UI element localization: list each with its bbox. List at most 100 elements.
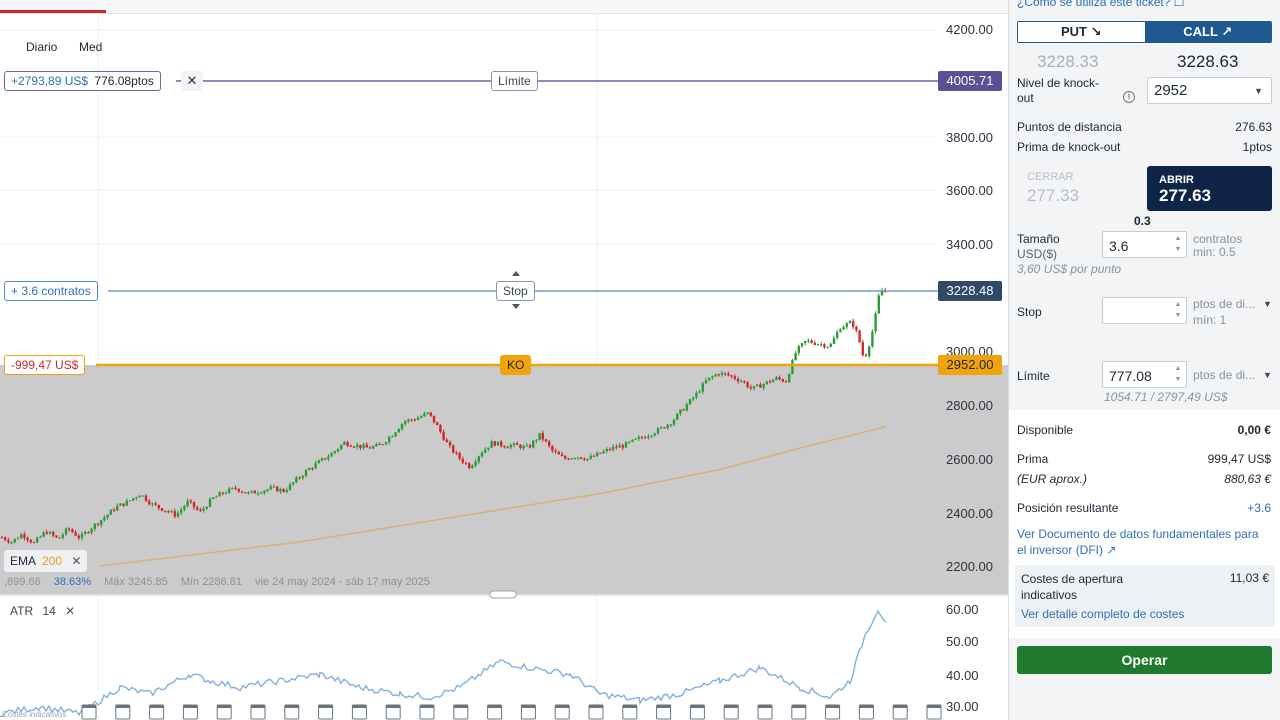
knockout-level-select[interactable]: 2952 ▼ <box>1147 77 1272 104</box>
increment-icon[interactable]: ▲ <box>1174 365 1182 372</box>
stop-line-label[interactable]: Stop <box>496 281 535 301</box>
calendar-event-icon[interactable] <box>250 704 266 720</box>
candle-body <box>93 523 96 529</box>
candle-body <box>381 444 384 446</box>
direction-toggle[interactable]: PUT ↘ CALL ↗ <box>1017 21 1272 43</box>
decrement-icon[interactable]: ▼ <box>1174 376 1182 383</box>
candle-body <box>29 540 32 543</box>
dfi-link[interactable]: Ver Documento de datos fundamentales par… <box>1017 527 1259 557</box>
calendar-event-icon[interactable] <box>926 704 942 720</box>
position-size-tag[interactable]: + 3.6 contratos <box>4 281 98 301</box>
chevron-down-icon[interactable]: ▼ <box>1263 299 1272 309</box>
calendar-event-icon[interactable] <box>81 704 97 720</box>
candle-body <box>410 419 413 421</box>
calendar-event-icon[interactable] <box>385 704 401 720</box>
put-button[interactable]: PUT ↘ <box>1018 22 1145 42</box>
calendar-event-icon[interactable] <box>115 704 131 720</box>
calendar-event-icon[interactable] <box>487 704 503 720</box>
candle-body <box>157 504 160 509</box>
calendar-event-icon[interactable] <box>182 704 198 720</box>
candle-body <box>877 295 880 314</box>
ticket-help-link[interactable]: ¿Cómo se utiliza este ticket? ☐ <box>1017 0 1185 9</box>
operate-button[interactable]: Operar <box>1017 646 1272 674</box>
eur-approx-label: (EUR aprox.) <box>1017 472 1088 486</box>
distance-value: 276.63 <box>1235 120 1272 134</box>
timeframe-med[interactable]: Med <box>79 40 103 54</box>
calendar-event-icon[interactable] <box>554 704 570 720</box>
stop-label: Stop <box>1017 305 1042 319</box>
candle-body <box>685 404 688 411</box>
limit-input[interactable]: 777.08 ▲ ▼ <box>1102 361 1187 388</box>
limit-units-select[interactable]: ptos de di... <box>1193 368 1256 382</box>
open-button[interactable]: ABRIR 277.63 <box>1147 166 1272 211</box>
price-chart[interactable] <box>0 0 1008 720</box>
drag-down-icon[interactable] <box>512 304 520 309</box>
candle-body <box>503 446 506 448</box>
limit-line-label[interactable]: Límite <box>491 71 538 91</box>
calendar-event-icon[interactable] <box>453 704 469 720</box>
candle-body <box>13 538 16 543</box>
increment-icon[interactable]: ▲ <box>1174 301 1182 308</box>
candle-body <box>567 458 570 460</box>
candle-body <box>448 442 452 446</box>
y-axis-label: 2800.00 <box>946 398 993 413</box>
call-button[interactable]: CALL ↗ <box>1144 22 1271 42</box>
close-ema-icon[interactable]: ✕ <box>71 554 82 568</box>
candle-body <box>272 486 276 488</box>
calendar-event-icon[interactable] <box>858 704 874 720</box>
ema-indicator-tag[interactable]: EMA 200 ✕ <box>4 550 88 572</box>
ko-loss-tag[interactable]: -999,47 US$ <box>4 355 86 375</box>
candle-body <box>583 458 586 460</box>
stop-units-select[interactable]: ptos de di... <box>1193 297 1256 311</box>
costs-detail-link[interactable]: Ver detalle completo de costes <box>1021 607 1185 621</box>
timeframe-daily[interactable]: Diario <box>26 40 58 54</box>
close-atr-icon[interactable]: ✕ <box>65 604 76 618</box>
candle-body <box>285 490 288 492</box>
candle-body <box>167 511 170 513</box>
calendar-event-icon[interactable] <box>656 704 672 720</box>
calendar-event-icon[interactable] <box>825 704 841 720</box>
atr-indicator-tag[interactable]: ATR 14 ✕ <box>10 604 75 618</box>
decrement-icon[interactable]: ▼ <box>1174 246 1182 253</box>
candle-body <box>221 492 224 494</box>
decrement-icon[interactable]: ▼ <box>1174 312 1182 319</box>
calendar-event-icon[interactable] <box>723 704 739 720</box>
ko-line-label[interactable]: KO <box>500 355 532 375</box>
calendar-event-icon[interactable] <box>892 704 908 720</box>
limit-pnl-tag[interactable]: +2793,89 US$ 776.08ptos <box>4 71 161 91</box>
candle-body <box>74 532 77 536</box>
calendar-event-icon[interactable] <box>588 704 604 720</box>
calendar-event-icon[interactable] <box>757 704 773 720</box>
calendar-event-icon[interactable] <box>622 704 638 720</box>
candle-body <box>615 446 618 448</box>
chevron-down-icon[interactable]: ▼ <box>1263 370 1272 380</box>
calendar-event-icon[interactable] <box>318 704 334 720</box>
calendar-event-icon[interactable] <box>351 704 367 720</box>
candle-body <box>279 489 282 492</box>
increment-icon[interactable]: ▲ <box>1174 235 1182 242</box>
candle-body <box>660 427 663 429</box>
ko-premium-label: Prima de knock-out <box>1017 140 1121 154</box>
candle-body <box>573 457 576 459</box>
pane-resize-handle[interactable] <box>489 590 517 599</box>
calendar-event-icon[interactable] <box>149 704 165 720</box>
calendar-event-icon[interactable] <box>791 704 807 720</box>
candle-body <box>362 444 365 448</box>
info-icon[interactable]: i <box>1123 91 1135 103</box>
calendar-event-icon[interactable] <box>520 704 536 720</box>
size-input[interactable]: 3.6 ▲ ▼ <box>1102 231 1187 258</box>
candle-body <box>23 534 26 538</box>
calendar-event-icon[interactable] <box>689 704 705 720</box>
drag-up-icon[interactable] <box>512 271 520 276</box>
calendar-event-icon[interactable] <box>419 704 435 720</box>
stop-input[interactable]: ▲ ▼ <box>1102 297 1187 324</box>
chart-area[interactable]: Diario Med 4200.00 3800.00 3600.00 3400.… <box>0 0 1008 720</box>
candle-body <box>164 510 167 512</box>
candle-body <box>720 372 724 375</box>
candle-body <box>461 458 464 463</box>
calendar-event-icon[interactable] <box>284 704 300 720</box>
calendar-event-icon[interactable] <box>216 704 232 720</box>
candle-body <box>52 531 55 536</box>
candle-body <box>378 444 381 446</box>
close-limit-icon[interactable]: ✕ <box>181 71 203 91</box>
